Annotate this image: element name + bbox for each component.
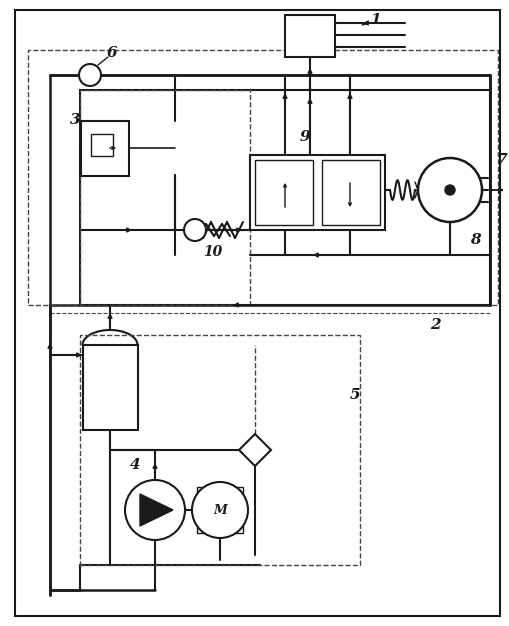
Text: 10: 10 xyxy=(203,245,222,259)
Polygon shape xyxy=(140,494,173,526)
Bar xyxy=(80,90,249,305)
Circle shape xyxy=(125,480,185,540)
Circle shape xyxy=(79,64,101,86)
Text: 3: 3 xyxy=(70,113,80,127)
Bar xyxy=(321,160,379,225)
Circle shape xyxy=(444,185,454,195)
Text: 7: 7 xyxy=(496,153,506,167)
Bar xyxy=(91,134,113,156)
Bar xyxy=(80,90,489,305)
Bar xyxy=(254,160,313,225)
Circle shape xyxy=(184,219,206,241)
Text: 1: 1 xyxy=(369,13,380,27)
Bar xyxy=(285,15,334,57)
Text: 8: 8 xyxy=(469,233,479,247)
Bar xyxy=(80,335,359,565)
Bar xyxy=(83,345,138,430)
Circle shape xyxy=(191,482,247,538)
Circle shape xyxy=(417,158,481,222)
Text: 4: 4 xyxy=(129,458,140,472)
Bar xyxy=(81,121,129,176)
Text: 2: 2 xyxy=(429,318,439,332)
Bar xyxy=(249,155,384,230)
Text: 5: 5 xyxy=(349,388,359,402)
Text: 6: 6 xyxy=(106,46,117,60)
Text: 9: 9 xyxy=(299,130,309,144)
Bar xyxy=(28,50,497,305)
Text: M: M xyxy=(213,503,227,516)
Polygon shape xyxy=(239,434,270,466)
Bar xyxy=(196,487,242,533)
